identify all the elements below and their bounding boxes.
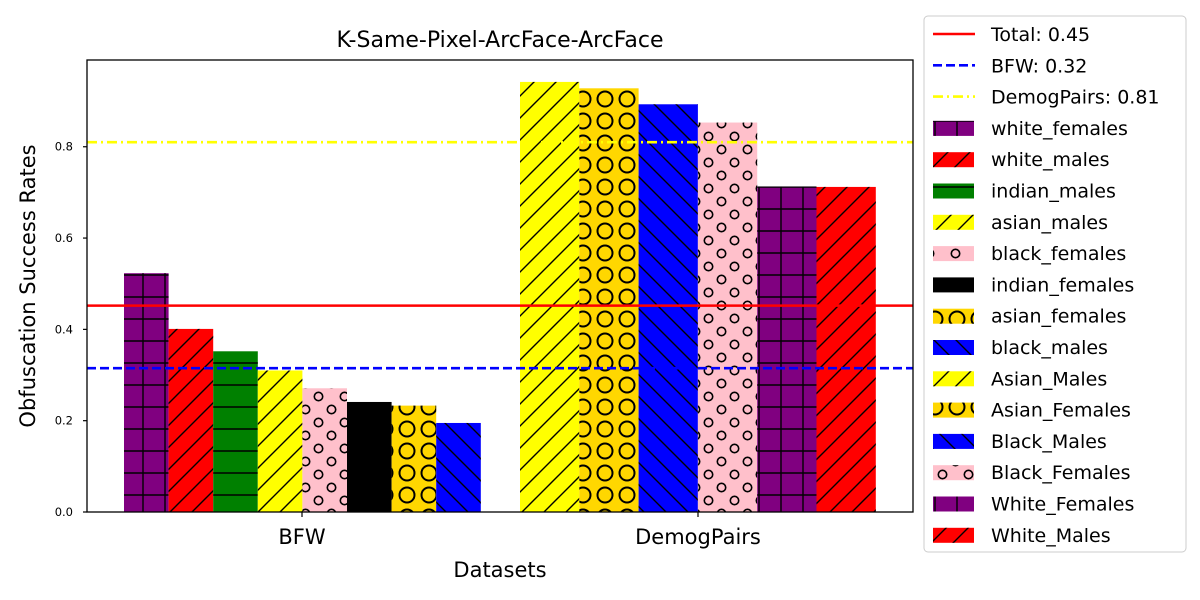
plot-frame [86,59,914,513]
reference-lines-layer [87,140,913,370]
x-tick-label-bfw: BFW [278,525,325,549]
bar-bfw-black-females-hatch [302,388,347,512]
legend-entry-bfw-0-32-label: BFW: 0.32 [991,55,1087,77]
legend-entry-total-0-45-label: Total: 0.45 [990,24,1090,46]
bar-bfw-indian-males-hatch [213,351,258,512]
y-tick-label: 0.8 [55,140,73,154]
legend-entry-black-males-label: black_males [991,337,1108,359]
legend-entry-asian-females-swatch-hatch [933,402,974,418]
legend-entry-black-females-swatch-hatch [933,465,974,481]
x-axis-ticks: BFW DemogPairs [278,512,761,549]
legend-entry-asian-males-label: Asian_Males [991,368,1107,390]
legend-entry-white-females-label: white_females [991,118,1128,140]
legend-entry-white-males-label: white_males [991,149,1110,171]
legend-entry-indian-males-label: indian_males [991,181,1116,203]
legend-entry-black-males-swatch-hatch [933,340,974,355]
bar-bfw-indian-females [347,401,392,512]
legend: Total: 0.45 BFW: 0.32 DemogPairs: 0.81 whit… [923,15,1187,553]
legend-entry-white-females-swatch-hatch [933,120,974,136]
bars-layer [124,81,876,513]
y-axis-label: Obfuscation Success Rates [16,144,40,427]
bar-bfw-white-females-hatch [124,273,169,512]
legend-entry-indian-females-swatch [933,277,974,293]
legend-entry-white-males-swatch-hatch [933,152,974,168]
legend-entry-asian-females-swatch-hatch [933,308,974,324]
y-tick-label: 0.6 [55,231,73,245]
legend-entry-asian-males-swatch-hatch [933,371,974,387]
x-tick-label-demogpairs: DemogPairs [635,525,761,549]
y-tick-label: 0.0 [55,505,73,519]
legend-entry-white-males-swatch-hatch [933,527,974,543]
y-tick-label: 0.2 [55,414,73,428]
bar-bfw-white-males-hatch [168,328,214,512]
legend-entry-white-males-label: White_Males [991,525,1111,547]
legend-entry-asian-females-label: asian_females [991,306,1126,328]
legend-frame [923,15,1187,553]
legend-entry-black-females-label: Black_Females [991,462,1131,484]
legend-entry-asian-males-label: asian_males [991,212,1108,234]
bar-bfw-asian-males-hatch [257,370,303,512]
bar-demogpairs-white-females-hatch [757,186,817,512]
legend-entry-demogpairs-0-81-label: DemogPairs: 0.81 [991,87,1160,109]
chart-title: K-Same-Pixel-ArcFace-ArcFace [336,28,663,53]
legend-entry-asian-males-swatch-hatch [933,214,974,230]
bar-demogpairs-asian-females-hatch [579,88,639,512]
y-axis-ticks: 0.0 0.2 0.4 0.6 0.8 [55,140,87,519]
legend-entry-black-males-label: Black_Males [991,431,1107,453]
bar-demogpairs-white-males-hatch [816,186,876,513]
legend-entry-indian-females-label: indian_females [991,274,1134,296]
x-axis-label: Datasets [453,558,546,582]
bar-demogpairs-black-females-hatch [697,122,758,512]
bar-bfw-asian-females-hatch [391,405,437,512]
bar-demogpairs-black-males-hatch [638,104,698,512]
legend-entry-indian-males-swatch-hatch [933,183,974,199]
bar-bfw-black-males-hatch [436,422,481,512]
y-tick-label: 0.4 [55,322,73,336]
legend-entry-black-females-label: black_females [991,243,1126,265]
legend-entry-black-females-swatch-hatch [933,246,974,262]
legend-entry-white-females-label: White_Females [991,494,1134,516]
legend-entry-black-males-swatch-hatch [933,433,974,449]
bar-demogpairs-asian-males-hatch [520,81,580,512]
legend-entry-asian-females-label: Asian_Females [991,400,1131,422]
legend-entry-white-females-swatch-hatch [933,496,974,512]
